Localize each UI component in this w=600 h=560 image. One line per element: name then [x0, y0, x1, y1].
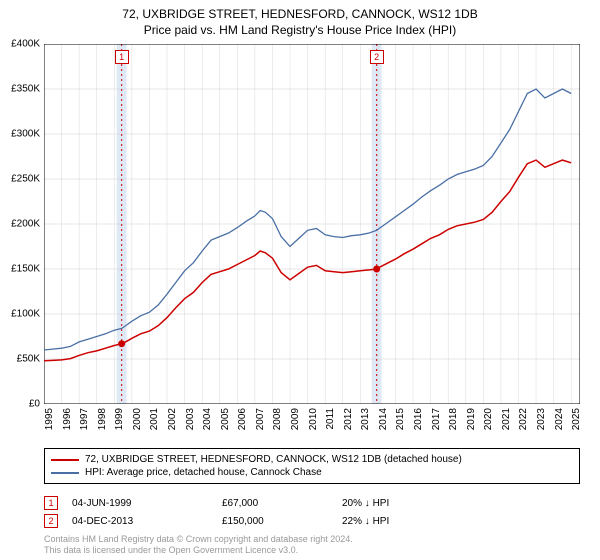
table-row: 1 04-JUN-1999 £67,000 20% ↓ HPI — [44, 494, 580, 512]
x-axis-tick-label: 2001 — [149, 408, 160, 430]
y-axis-tick-label: £300K — [11, 129, 40, 140]
x-axis-tick-label: 2005 — [220, 408, 231, 430]
x-axis-tick-label: 2003 — [185, 408, 196, 430]
legend-item: 72, UXBRIDGE STREET, HEDNESFORD, CANNOCK… — [51, 453, 573, 466]
x-axis-tick-label: 1997 — [79, 408, 90, 430]
chart-svg — [44, 44, 580, 404]
transaction-marker: 2 — [44, 514, 58, 528]
y-axis-tick-label: £200K — [11, 219, 40, 230]
title-line-2: Price paid vs. HM Land Registry's House … — [0, 22, 600, 38]
x-axis-tick-label: 2013 — [360, 408, 371, 430]
y-axis-tick-label: £400K — [11, 39, 40, 50]
chart-area: £0£50K£100K£150K£200K£250K£300K£350K£400… — [44, 44, 580, 404]
x-axis-tick-label: 2019 — [466, 408, 477, 430]
x-axis-tick-label: 2000 — [132, 408, 143, 430]
x-axis-tick-label: 2020 — [483, 408, 494, 430]
legend-label: 72, UXBRIDGE STREET, HEDNESFORD, CANNOCK… — [85, 454, 462, 465]
footer-line-2: This data is licensed under the Open Gov… — [44, 545, 353, 556]
transaction-date: 04-DEC-2013 — [72, 516, 222, 527]
x-axis-tick-label: 2012 — [343, 408, 354, 430]
transactions-table: 1 04-JUN-1999 £67,000 20% ↓ HPI 2 04-DEC… — [44, 494, 580, 530]
footer-attribution: Contains HM Land Registry data © Crown c… — [44, 534, 353, 556]
x-axis-tick-label: 2024 — [554, 408, 565, 430]
legend: 72, UXBRIDGE STREET, HEDNESFORD, CANNOCK… — [44, 448, 580, 484]
sale-marker: 1 — [115, 50, 129, 64]
transaction-marker: 1 — [44, 496, 58, 510]
x-axis-tick-label: 1995 — [44, 408, 55, 430]
transaction-diff: 20% ↓ HPI — [342, 498, 462, 509]
x-axis-tick-label: 2014 — [378, 408, 389, 430]
legend-swatch — [51, 459, 79, 461]
x-axis-tick-label: 1996 — [62, 408, 73, 430]
sale-marker: 2 — [370, 50, 384, 64]
x-axis-tick-label: 2023 — [536, 408, 547, 430]
x-axis-tick-label: 2018 — [448, 408, 459, 430]
x-axis-tick-label: 2025 — [571, 408, 582, 430]
x-axis-tick-label: 2008 — [272, 408, 283, 430]
y-axis-tick-label: £0 — [29, 399, 40, 410]
y-axis-tick-label: £150K — [11, 264, 40, 275]
x-axis-tick-label: 2004 — [202, 408, 213, 430]
transaction-price: £67,000 — [222, 498, 342, 509]
x-axis-tick-label: 2010 — [308, 408, 319, 430]
y-axis-tick-label: £50K — [17, 354, 40, 365]
x-axis-tick-label: 2009 — [290, 408, 301, 430]
legend-item: HPI: Average price, detached house, Cann… — [51, 466, 573, 479]
x-axis-tick-label: 2007 — [255, 408, 266, 430]
x-axis-tick-label: 2011 — [325, 408, 336, 430]
x-axis-tick-label: 2002 — [167, 408, 178, 430]
x-axis-tick-label: 2022 — [518, 408, 529, 430]
transaction-price: £150,000 — [222, 516, 342, 527]
x-axis-tick-label: 2017 — [431, 408, 442, 430]
title-line-1: 72, UXBRIDGE STREET, HEDNESFORD, CANNOCK… — [0, 6, 600, 22]
legend-swatch — [51, 472, 79, 474]
y-axis-tick-label: £100K — [11, 309, 40, 320]
transaction-date: 04-JUN-1999 — [72, 498, 222, 509]
x-axis-tick-label: 2021 — [501, 408, 512, 430]
footer-line-1: Contains HM Land Registry data © Crown c… — [44, 534, 353, 545]
y-axis-tick-label: £250K — [11, 174, 40, 185]
table-row: 2 04-DEC-2013 £150,000 22% ↓ HPI — [44, 512, 580, 530]
x-axis-tick-label: 1999 — [114, 408, 125, 430]
transaction-diff: 22% ↓ HPI — [342, 516, 462, 527]
x-axis-tick-label: 1998 — [97, 408, 108, 430]
chart-title: 72, UXBRIDGE STREET, HEDNESFORD, CANNOCK… — [0, 0, 600, 38]
x-axis-tick-label: 2015 — [395, 408, 406, 430]
y-axis-tick-label: £350K — [11, 84, 40, 95]
x-axis-tick-label: 2006 — [237, 408, 248, 430]
legend-label: HPI: Average price, detached house, Cann… — [85, 467, 322, 478]
x-axis-tick-label: 2016 — [413, 408, 424, 430]
